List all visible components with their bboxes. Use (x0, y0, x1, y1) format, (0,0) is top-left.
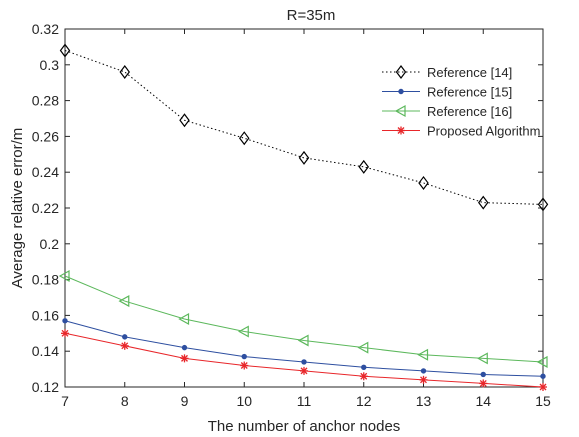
x-axis-title: The number of anchor nodes (208, 418, 401, 435)
data-point (238, 325, 249, 338)
y-tick-label: 0.3 (40, 57, 60, 73)
series-3 (58, 270, 548, 368)
data-point (536, 355, 548, 368)
data-point (122, 334, 128, 340)
x-tick-label: 14 (475, 393, 491, 409)
data-point (361, 364, 367, 371)
data-point (419, 375, 428, 384)
legend-marker (394, 104, 406, 118)
x-tick-label: 10 (236, 393, 252, 409)
x-axis: 7 8 9 10 11 12 13 14 15 (61, 29, 551, 409)
data-point (357, 341, 369, 354)
data-point (539, 383, 547, 391)
data-point (61, 329, 69, 338)
series-line (64, 50, 544, 205)
x-tick-label: 9 (181, 393, 189, 409)
data-point (58, 270, 70, 283)
y-tick-label: 0.18 (32, 272, 59, 288)
data-point (537, 197, 549, 212)
data-point (298, 150, 310, 165)
data-point (118, 295, 130, 308)
data-point (477, 352, 488, 365)
legend-item: Reference [14] (382, 65, 512, 80)
data-point (301, 359, 307, 365)
data-point (417, 348, 429, 361)
legend-marker (398, 88, 404, 95)
data-point (240, 361, 249, 370)
legend: Reference [14] Reference [15] Reference [1… (382, 65, 540, 139)
series-layer (58, 43, 549, 391)
data-point (241, 353, 247, 360)
series-2 (62, 318, 546, 379)
y-tick-label: 0.2 (40, 236, 60, 252)
y-axis: 0.12 0.14 0.16 0.18 0.2 0.22 0.24 0.26 0.28 0.3 0.… (32, 21, 543, 395)
x-tick-label: 13 (416, 393, 432, 409)
series-4 (61, 329, 547, 391)
series-1 (59, 43, 549, 212)
x-tick-label: 12 (356, 393, 372, 409)
y-tick-label: 0.28 (32, 93, 59, 109)
plot-area (64, 28, 544, 388)
data-point (478, 195, 489, 210)
y-axis-title: Average relative error/m (9, 128, 26, 289)
legend-item: Reference [16] (382, 104, 512, 119)
x-tick-label: 15 (535, 393, 551, 409)
y-tick-label: 0.24 (32, 164, 59, 180)
data-point (239, 131, 250, 146)
legend-label: Reference [16] (427, 104, 512, 119)
data-point (119, 64, 130, 79)
chart-title: R=35m (287, 7, 336, 24)
data-point (178, 312, 190, 325)
data-point (418, 175, 429, 190)
y-tick-label: 0.16 (32, 307, 59, 323)
x-tick-label: 8 (121, 393, 129, 409)
y-tick-label: 0.14 (32, 343, 59, 359)
data-point (479, 379, 488, 388)
legend-marker (397, 126, 405, 135)
data-point (120, 341, 129, 350)
legend-label: Proposed Algorithm (427, 124, 540, 139)
y-tick-label: 0.12 (32, 379, 59, 395)
legend-item: Reference [15] (382, 85, 512, 100)
data-point (540, 373, 546, 379)
x-tick-label: 11 (297, 393, 312, 409)
data-point (59, 43, 71, 58)
y-tick-label: 0.32 (32, 21, 59, 37)
data-point (180, 354, 189, 363)
data-point (359, 372, 368, 381)
series-line (64, 275, 544, 363)
y-tick-label: 0.22 (32, 200, 59, 216)
data-point (420, 368, 427, 374)
legend-label: Reference [15] (427, 85, 512, 100)
data-point (297, 334, 309, 347)
legend-marker (395, 65, 407, 79)
data-point (480, 371, 486, 378)
data-point (358, 159, 369, 174)
data-point (62, 318, 68, 324)
data-point (181, 344, 188, 351)
y-tick-label: 0.26 (32, 128, 59, 144)
x-tick-label: 7 (61, 393, 69, 409)
data-point (179, 113, 190, 128)
legend-label: Reference [14] (427, 65, 512, 80)
legend-item: Proposed Algorithm (382, 124, 540, 139)
data-point (300, 366, 308, 375)
